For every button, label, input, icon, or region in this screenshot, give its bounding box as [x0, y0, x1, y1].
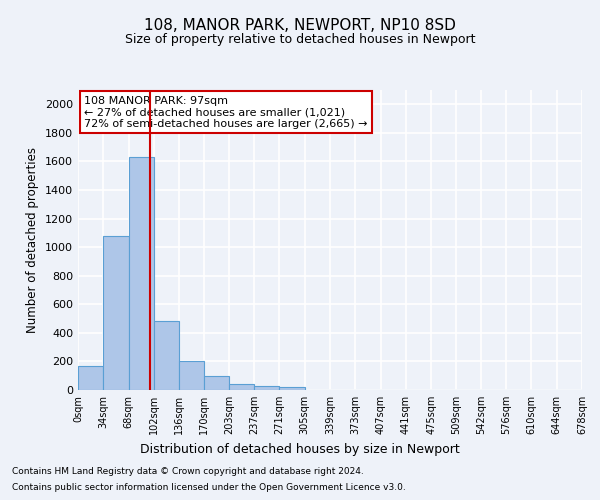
Text: Distribution of detached houses by size in Newport: Distribution of detached houses by size … — [140, 442, 460, 456]
Bar — [280, 387, 305, 390]
Bar — [229, 384, 254, 390]
Bar — [179, 362, 205, 390]
Text: Size of property relative to detached houses in Newport: Size of property relative to detached ho… — [125, 32, 475, 46]
Bar — [128, 157, 154, 390]
Bar — [103, 236, 128, 390]
Bar — [78, 366, 103, 390]
Text: Contains public sector information licensed under the Open Government Licence v3: Contains public sector information licen… — [12, 482, 406, 492]
Bar — [254, 386, 280, 390]
Text: 108 MANOR PARK: 97sqm
← 27% of detached houses are smaller (1,021)
72% of semi-d: 108 MANOR PARK: 97sqm ← 27% of detached … — [84, 96, 367, 129]
Bar — [154, 322, 179, 390]
Text: 108, MANOR PARK, NEWPORT, NP10 8SD: 108, MANOR PARK, NEWPORT, NP10 8SD — [144, 18, 456, 32]
Bar — [205, 376, 229, 390]
Text: Contains HM Land Registry data © Crown copyright and database right 2024.: Contains HM Land Registry data © Crown c… — [12, 468, 364, 476]
Y-axis label: Number of detached properties: Number of detached properties — [26, 147, 40, 333]
